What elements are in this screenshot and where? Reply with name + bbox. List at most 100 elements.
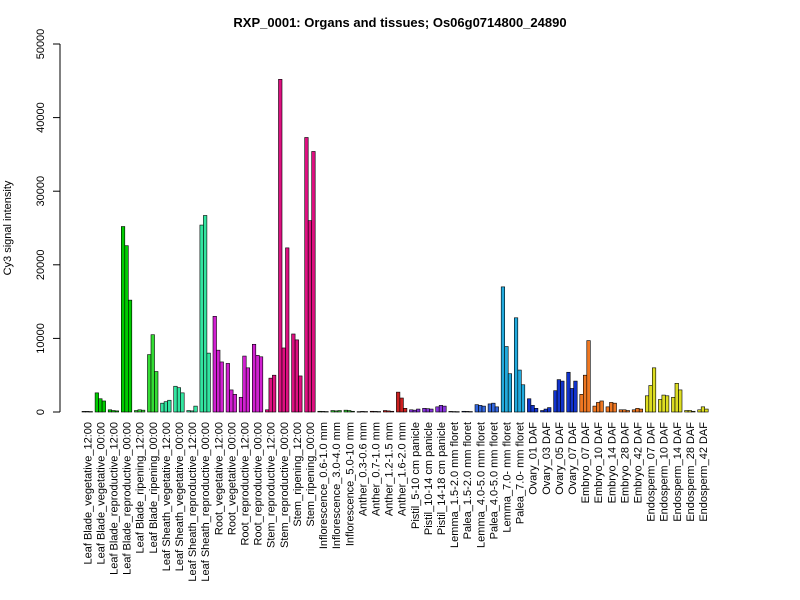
x-tick-label: Anther_1.6-2.0 mm — [397, 422, 409, 516]
bar — [347, 410, 352, 413]
bar — [704, 408, 709, 413]
bar — [98, 398, 103, 413]
bar — [173, 385, 178, 413]
x-tick-label: Endosperm_07 DAF — [646, 422, 658, 522]
x-tick-label: Leaf Blade_ripening_00:00 — [148, 422, 160, 554]
bar — [278, 79, 283, 413]
x-tick-label: Leaf Sheath_vegetative_12:00 — [161, 422, 173, 571]
x-tick-label: Root_vegetative_00:00 — [226, 422, 238, 535]
bar — [635, 408, 640, 413]
bar — [134, 410, 139, 413]
x-tick-label: Endosperm_42 DAF — [698, 422, 710, 522]
x-tick-label: Leaf Sheath_vegetative_00:00 — [174, 422, 186, 571]
x-tick-label: Endosperm_10 DAF — [659, 422, 671, 522]
bar — [137, 409, 142, 413]
bar — [438, 405, 444, 413]
bar — [671, 396, 676, 413]
bar — [206, 352, 211, 413]
x-tick-label: Stem_reproductive_12:00 — [266, 422, 278, 548]
bar — [494, 406, 499, 413]
bar — [114, 410, 119, 413]
bar — [504, 346, 509, 413]
bar — [317, 410, 322, 413]
bar — [190, 410, 195, 413]
x-tick-label: Pistil_14-18 cm panicle — [436, 422, 448, 535]
bar — [491, 402, 496, 413]
x-tick-label: Ovary_07 DAF — [567, 422, 579, 495]
bar — [360, 411, 365, 413]
bar — [363, 411, 368, 413]
bar — [147, 354, 152, 413]
bar — [661, 394, 666, 413]
bar — [658, 399, 663, 413]
x-tick-label: Inflorescence_3.0-4.0 mm — [331, 422, 343, 549]
x-tick-label: Anther_0.3-0.6 mm — [357, 422, 369, 516]
bar — [389, 410, 395, 413]
x-tick-label: Anther_0.7-1.0 mm — [370, 422, 382, 516]
bar — [386, 410, 391, 413]
bar — [232, 394, 237, 413]
bar — [107, 409, 112, 413]
bar — [465, 411, 470, 413]
bar — [252, 343, 257, 413]
x-tick-label: Embryo_28 DAF — [619, 422, 631, 504]
bar — [111, 410, 116, 413]
y-axis: 0 10000 20000 30000 40000 50000 — [35, 29, 61, 415]
bar — [474, 404, 479, 413]
bar — [225, 363, 230, 413]
bar — [579, 394, 584, 413]
y-tick-label: 20000 — [35, 250, 47, 281]
bar — [186, 410, 191, 413]
bar — [334, 410, 339, 413]
bar — [212, 316, 217, 413]
bar — [369, 410, 375, 413]
bar — [376, 411, 382, 413]
bar — [176, 387, 181, 413]
bar — [258, 356, 264, 413]
bar — [520, 384, 526, 413]
bar — [487, 403, 492, 413]
bar — [540, 410, 545, 413]
bar — [625, 410, 630, 413]
bar — [160, 402, 165, 413]
bar — [442, 405, 447, 413]
bar — [599, 400, 604, 413]
x-tick-label: Pistil_10-14 cm panicle — [423, 422, 435, 535]
bar — [399, 397, 404, 413]
bar — [141, 409, 146, 413]
bar — [330, 410, 335, 413]
x-tick-label: Lemma_4.0-5.0 mm floret — [475, 422, 487, 548]
bar — [651, 367, 657, 413]
bar — [451, 411, 457, 413]
bar — [644, 395, 650, 413]
x-tick-label: Stem_reproductive_00:00 — [279, 422, 291, 548]
bar — [513, 317, 519, 413]
bar — [121, 226, 126, 413]
bar — [291, 333, 296, 413]
bar — [180, 392, 185, 413]
bar — [678, 389, 683, 413]
x-tick-label: Endosperm_14 DAF — [672, 422, 684, 522]
bar — [543, 408, 548, 413]
x-tick-label: Leaf Sheath_reproductive_00:00 — [200, 422, 212, 582]
x-tick-label: Embryo_10 DAF — [593, 422, 605, 504]
bar — [416, 408, 421, 413]
bar — [337, 410, 342, 413]
y-tick-label: 40000 — [35, 102, 47, 133]
bar — [478, 405, 483, 413]
x-tick-label: Embryo_07 DAF — [580, 422, 592, 504]
bar — [648, 385, 653, 413]
bar — [684, 410, 689, 413]
bar — [320, 411, 326, 413]
bar — [154, 371, 159, 413]
bar — [298, 375, 303, 413]
bar — [618, 409, 623, 413]
bar — [311, 151, 316, 413]
y-tick-label: 0 — [35, 409, 47, 415]
bar — [573, 380, 578, 413]
bar — [674, 382, 679, 413]
bar — [700, 406, 706, 413]
x-tick-label: Inflorescence_0.6-1.0 mm — [318, 422, 330, 549]
x-tick-label: Root_reproductive_00:00 — [253, 422, 265, 546]
